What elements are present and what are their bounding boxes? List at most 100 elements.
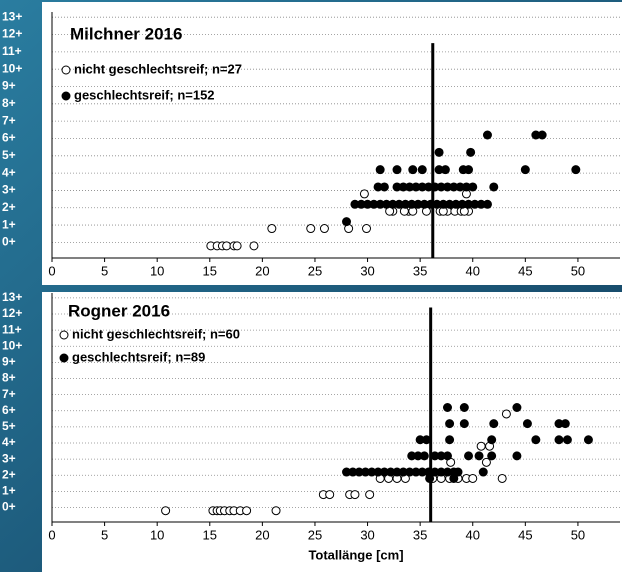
legend-label: geschlechtsreif; n=89 (72, 349, 205, 364)
point (442, 451, 452, 461)
x-tick-label: 10 (150, 263, 164, 278)
point (466, 147, 476, 157)
point (571, 165, 581, 175)
x-tick-label: 10 (150, 527, 164, 542)
point (325, 490, 335, 500)
x-tick-label: 50 (571, 527, 585, 542)
point (267, 224, 277, 234)
legend-marker (61, 91, 71, 101)
x-tick-label: 20 (255, 263, 269, 278)
legend-marker (61, 65, 71, 75)
point (342, 217, 352, 227)
point (362, 224, 372, 234)
point (249, 241, 259, 251)
y-tick-label: 12+ (2, 27, 22, 41)
point (306, 224, 316, 234)
y-tick-label: 0+ (2, 500, 16, 514)
point (359, 189, 369, 199)
point (468, 473, 478, 483)
point (464, 451, 474, 461)
point (379, 182, 389, 192)
legend-marker (59, 353, 69, 363)
x-tick-label: 25 (308, 527, 322, 542)
point (365, 490, 375, 500)
y-tick-label: 11+ (2, 44, 22, 58)
y-tick-label: 7+ (2, 113, 16, 127)
y-tick-label: 0+ (2, 235, 16, 249)
point (512, 403, 522, 412)
point (319, 224, 329, 234)
x-tick-label: 35 (413, 263, 427, 278)
y-tick-label: 13+ (2, 9, 22, 23)
point (560, 419, 570, 429)
point (487, 451, 497, 461)
y-tick-label: 13+ (2, 290, 22, 304)
x-tick-label: 5 (101, 527, 108, 542)
point (408, 165, 418, 175)
point (350, 490, 360, 500)
chart-title: Rogner 2016 (68, 301, 170, 320)
x-tick-label: 15 (203, 263, 217, 278)
y-tick-label: 9+ (2, 355, 16, 369)
point (537, 130, 547, 140)
point (487, 435, 497, 445)
legend-label: nicht geschlechtsreif; n=60 (72, 326, 240, 341)
point (440, 165, 450, 175)
x-tick-label: 45 (518, 527, 532, 542)
chart-title: Milchner 2016 (70, 24, 182, 43)
point (445, 435, 455, 445)
point (392, 165, 402, 175)
point (476, 441, 486, 451)
x-tick-label: 15 (203, 527, 217, 542)
y-tick-label: 4+ (2, 165, 16, 179)
y-tick-label: 10+ (2, 61, 22, 75)
point (522, 419, 532, 429)
y-tick-label: 6+ (2, 403, 16, 417)
y-tick-label: 7+ (2, 387, 16, 401)
point (232, 241, 242, 251)
x-tick-label: 35 (413, 527, 427, 542)
point (449, 473, 459, 483)
point (531, 435, 541, 445)
point (512, 451, 522, 461)
point (442, 403, 452, 412)
point (375, 165, 385, 175)
y-tick-label: 1+ (2, 217, 16, 231)
point (242, 506, 252, 516)
legend-marker (59, 330, 69, 340)
point (489, 182, 499, 192)
x-tick-label: 20 (255, 527, 269, 542)
point (222, 241, 232, 251)
y-tick-label: 4+ (2, 435, 16, 449)
point (459, 419, 469, 429)
point (501, 409, 511, 419)
x-tick-label: 25 (308, 263, 322, 278)
y-tick-label: 5+ (2, 148, 16, 162)
x-tick-label: 40 (466, 527, 480, 542)
point (459, 403, 469, 412)
y-tick-label: 6+ (2, 131, 16, 145)
x-tick-label: 40 (466, 263, 480, 278)
point (434, 147, 444, 157)
point (474, 451, 484, 461)
x-tick-label: 45 (518, 263, 532, 278)
point (478, 467, 488, 477)
point (161, 506, 171, 516)
point (482, 199, 492, 209)
legend-label: geschlechtsreif; n=152 (74, 87, 215, 102)
point (464, 165, 474, 175)
y-tick-label: 9+ (2, 79, 16, 93)
x-axis-label: Totallänge [cm] (308, 547, 403, 562)
point (468, 182, 478, 192)
x-tick-label: 0 (48, 527, 55, 542)
y-tick-label: 5+ (2, 419, 16, 433)
point (417, 165, 427, 175)
point (554, 435, 564, 445)
point (445, 419, 455, 429)
x-tick-label: 0 (48, 263, 55, 278)
point (419, 451, 429, 461)
point (271, 506, 281, 516)
x-tick-label: 30 (360, 527, 374, 542)
